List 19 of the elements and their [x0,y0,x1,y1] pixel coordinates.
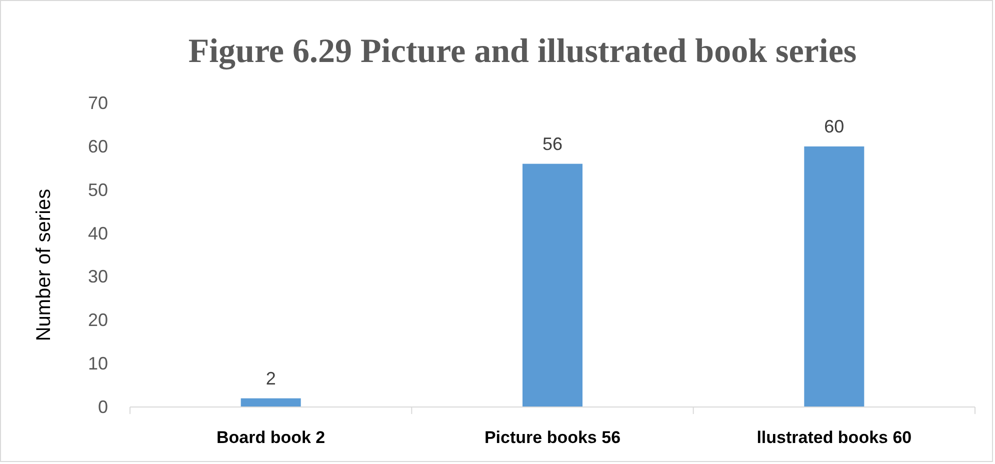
data-label: 2 [266,368,276,388]
y-tick-label: 70 [88,93,108,113]
bar [522,164,582,407]
x-tick-label: llustrated books 60 [756,428,912,447]
y-axis-title: Number of series [33,188,55,342]
y-tick-label: 0 [98,397,108,417]
y-tick-label: 30 [88,266,108,287]
data-label: 56 [542,134,563,154]
y-tick-label: 10 [88,354,108,374]
x-tick-label: Board book 2 [216,428,326,447]
bar [240,398,301,407]
data-label: 60 [824,116,844,136]
x-tick-label: Picture books 56 [484,428,621,447]
chart-title: Figure 6.29 Picture and illustrated book series [188,33,857,70]
y-tick-label: 50 [88,180,108,200]
y-tick-label: 40 [88,223,108,244]
y-tick-label: 20 [88,310,108,330]
bar [804,146,864,407]
y-tick-label: 60 [88,136,108,156]
